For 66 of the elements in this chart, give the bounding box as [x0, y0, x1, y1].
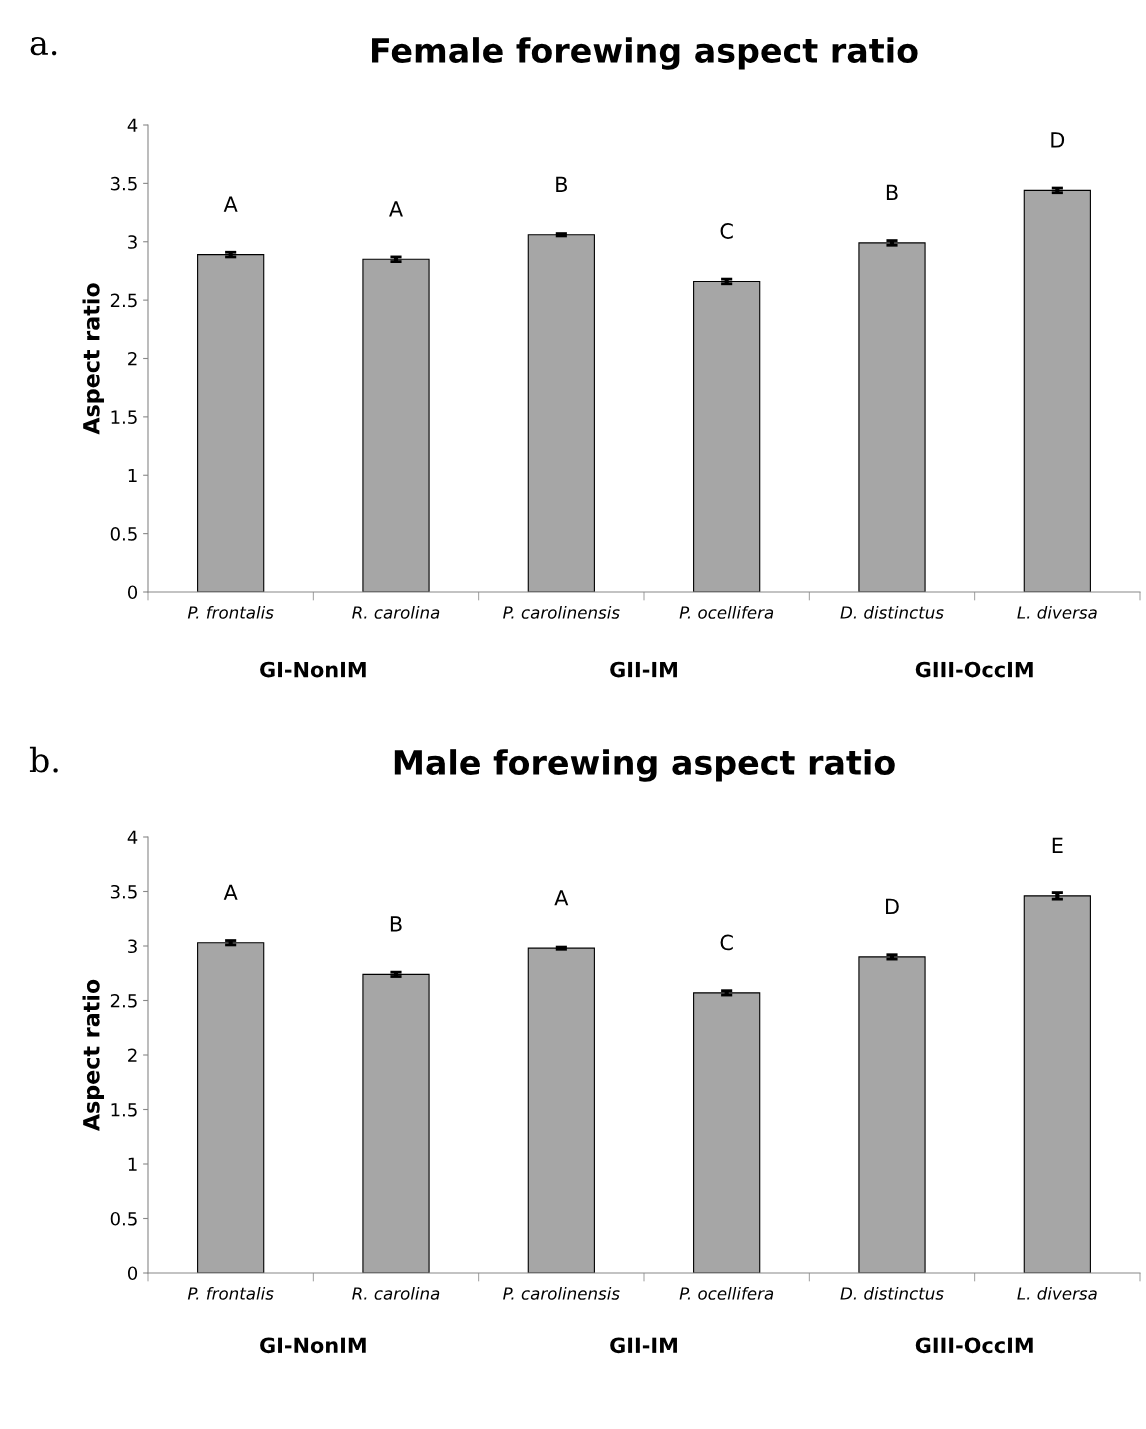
- annotation: B: [390, 916, 402, 932]
- y-tick-label: 3.5: [110, 884, 137, 899]
- y-tick-label: 0: [127, 1266, 138, 1281]
- bar: [362, 258, 430, 592]
- x-tick-label: P. ocellifera: [679, 1286, 774, 1300]
- annotation: A: [554, 890, 569, 906]
- x-tick-label: L. diversa: [1017, 605, 1097, 619]
- x-tick-label: P. ocellifera: [679, 605, 774, 619]
- y-axis-title: Aspect ratio: [82, 283, 105, 435]
- text: b.: [29, 746, 58, 773]
- bar: [197, 254, 265, 592]
- x-tick-label: P. carolinensis: [503, 1286, 620, 1300]
- annotation: D: [1051, 132, 1065, 148]
- x-tick-label: R. carolina: [352, 1286, 440, 1300]
- y-tick-label: 0.5: [110, 527, 137, 541]
- bar: [693, 280, 761, 592]
- y-tick-label: 4: [127, 118, 138, 132]
- annotation: B: [556, 176, 568, 192]
- y-tick-label: 1.5: [111, 410, 137, 424]
- y-tick-label: 1.5: [111, 1103, 137, 1117]
- annotation: E: [1052, 837, 1063, 853]
- text: a.: [30, 37, 57, 56]
- y-tick-label: 4: [127, 830, 138, 844]
- x-tick-label: R. carolina: [352, 605, 440, 619]
- y-tick-label: 2.5: [110, 993, 137, 1008]
- text: GIII-OccIM: [915, 661, 1033, 678]
- y-tick-label: 3: [128, 235, 137, 249]
- y-tick-label: 2.5: [110, 293, 137, 308]
- x-tick-label: D. distinctus: [840, 605, 944, 619]
- bar: [197, 942, 265, 1273]
- y-tick-label: 0.5: [110, 1211, 137, 1226]
- y-tick-label: 2: [128, 351, 137, 366]
- annotation: A: [223, 884, 238, 900]
- annotation: B: [886, 184, 898, 201]
- y-tick-label: 2: [128, 1048, 137, 1062]
- text: GI-NonIM: [260, 1337, 366, 1354]
- text: GII-IM: [610, 1337, 677, 1354]
- x-tick-label: D. distinctus: [840, 1286, 944, 1300]
- text: GII-IM: [610, 661, 677, 678]
- text: GIII-OccIM: [915, 1337, 1033, 1354]
- annotation: C: [720, 223, 733, 239]
- bar: [1023, 189, 1091, 592]
- y-tick-label: 1: [128, 468, 137, 483]
- x-tick-label: P. carolinensis: [503, 605, 620, 619]
- annotation: D: [886, 898, 899, 915]
- annotation: C: [720, 934, 733, 951]
- chart-title: Male forewing aspect ratio: [394, 749, 895, 782]
- y-axis-title: Aspect ratio: [82, 979, 105, 1132]
- bar: [527, 234, 595, 592]
- y-tick-label: 3: [128, 939, 137, 954]
- x-tick-label: P. frontalis: [187, 605, 274, 619]
- bar: [1023, 895, 1091, 1273]
- y-tick-label: 0: [127, 585, 138, 600]
- bar: [527, 947, 595, 1273]
- bar: [362, 973, 430, 1273]
- bar: [693, 992, 761, 1273]
- chart-title: Female forewing aspect ratio: [372, 37, 918, 70]
- bar: [858, 956, 926, 1273]
- annotation: A: [223, 196, 238, 212]
- x-tick-label: L. diversa: [1017, 1286, 1097, 1300]
- y-tick-label: 1: [128, 1157, 137, 1171]
- annotation: A: [389, 201, 403, 217]
- y-tick-label: 3.5: [110, 176, 137, 191]
- x-tick-label: P. frontalis: [187, 1286, 274, 1300]
- bar: [858, 242, 926, 592]
- text: GI-NonIM: [260, 661, 366, 678]
